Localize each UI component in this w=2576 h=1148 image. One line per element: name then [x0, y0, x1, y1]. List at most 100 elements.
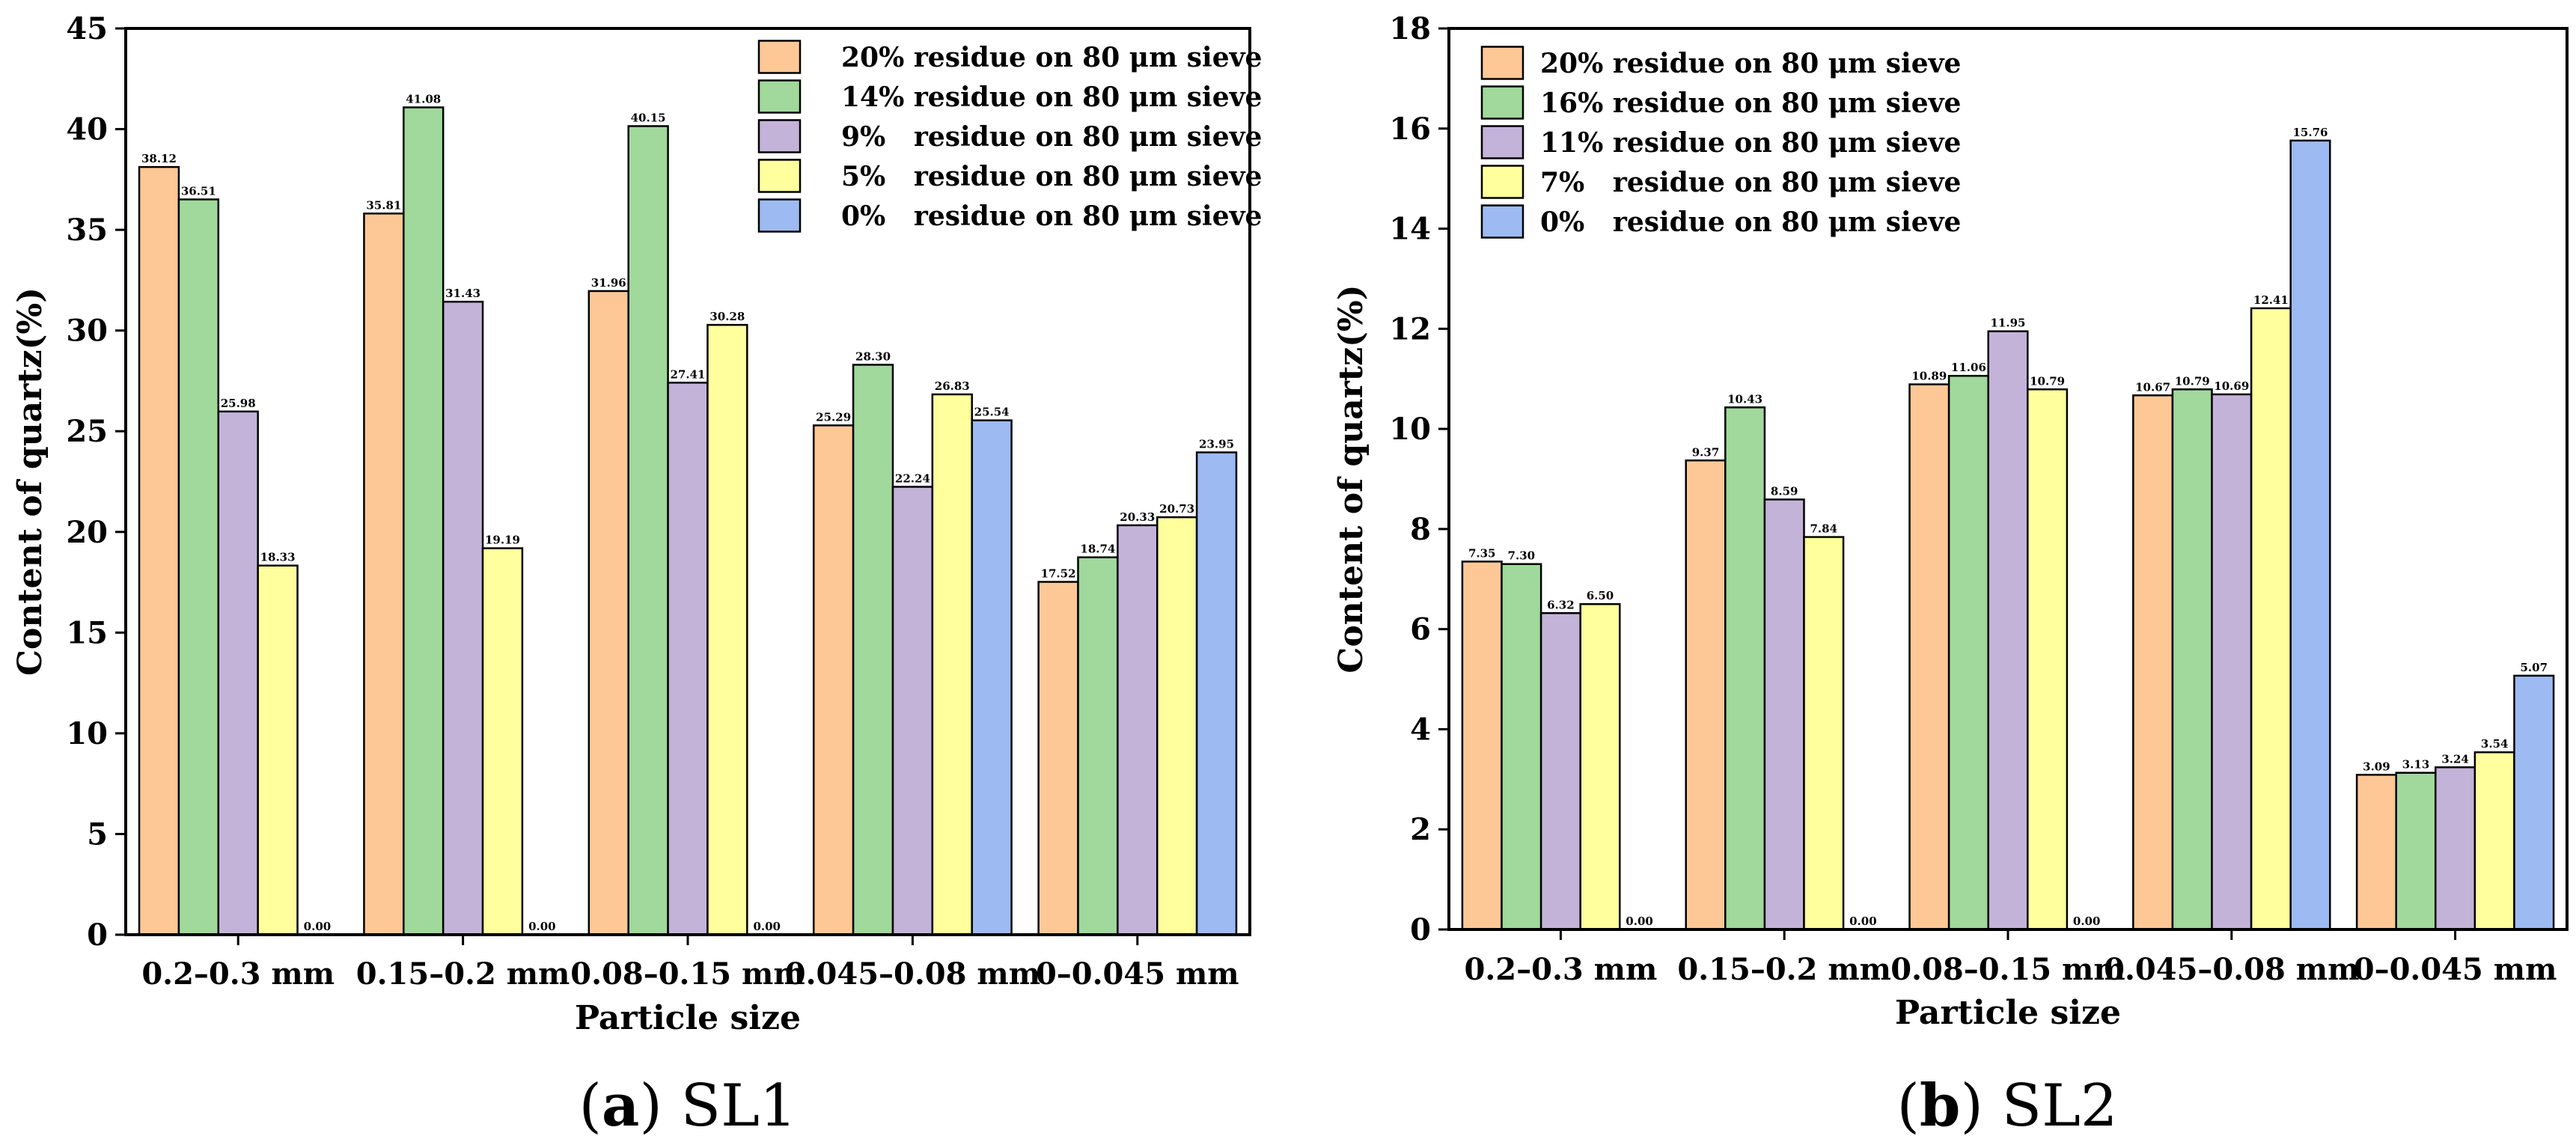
caption-open: ( [579, 1072, 601, 1140]
x-axis-title: Particle size [575, 999, 801, 1037]
legend-swatch [1480, 204, 1524, 239]
x-tick-label: 0.2–0.3 mm [141, 956, 335, 992]
chart-panel-a: 0 5 10 15 20 25 30 35 40 45 38.12 35.81 31.96 25.29 17… [11, 11, 1262, 1140]
data-label: 9.37 [1692, 445, 1720, 459]
data-label: 12.41 [2253, 293, 2289, 307]
bar [1579, 602, 1621, 931]
data-label: 10.79 [2175, 374, 2210, 388]
data-label: 31.43 [445, 287, 480, 300]
bar [1037, 581, 1079, 936]
y-tick-label: 8 [1410, 512, 1431, 547]
bar [2171, 388, 2213, 931]
y-tick-label: 12 [1389, 311, 1431, 346]
legend-swatch [1480, 165, 1524, 199]
data-label: 36.51 [181, 184, 216, 198]
bar [138, 165, 180, 936]
legend-swatch [757, 159, 802, 193]
y-tick-label: 6 [1410, 612, 1431, 647]
panel-caption: (b) SL2 [1896, 1072, 2117, 1140]
bar [1461, 561, 1503, 931]
data-label: 5.07 [2521, 661, 2548, 674]
bar [217, 410, 259, 936]
y-tick-label: 5 [87, 816, 108, 852]
y-tick-label: 20 [66, 515, 108, 550]
y-tick-label: 10 [1389, 412, 1431, 447]
plot-frame [1447, 27, 2569, 931]
bar [442, 300, 484, 936]
data-label: 17.52 [1041, 567, 1076, 581]
bar [2250, 307, 2292, 931]
bar [1685, 459, 1727, 931]
y-tick-label: 16 [1389, 112, 1431, 147]
data-label: 0.00 [304, 920, 332, 933]
data-label: 23.95 [1199, 437, 1234, 451]
bar [706, 323, 748, 936]
data-label: 40.15 [631, 112, 666, 125]
data-label: 8.59 [1771, 484, 1798, 498]
y-tick-label: 10 [66, 716, 108, 751]
y-tick-label: 40 [66, 112, 108, 147]
data-label: 0.00 [1849, 915, 1877, 928]
panel-caption: (a) SL1 [579, 1072, 796, 1140]
bar [1803, 536, 1845, 931]
legend-label: 20% residue on 80 μm sieve [841, 42, 1262, 73]
y-tick-label: 35 [66, 213, 108, 248]
data-label: 41.08 [406, 92, 441, 106]
data-label: 25.54 [974, 406, 1010, 419]
bar [403, 106, 445, 936]
y-tick-label: 25 [66, 414, 108, 449]
data-label: 0.00 [528, 920, 556, 933]
data-label: 18.74 [1080, 543, 1115, 556]
x-tick-label: 0.045–0.08 mm [2104, 952, 2359, 987]
data-label: 10.89 [1911, 370, 1947, 383]
data-label: 25.98 [221, 397, 256, 410]
legend-label: 0% residue on 80 μm sieve [1540, 207, 1961, 238]
data-label: 3.54 [2481, 737, 2509, 751]
y-tick-label: 2 [1410, 812, 1431, 847]
legend-swatch [1480, 85, 1524, 120]
x-tick-label: 0.15–0.2 mm [1677, 952, 1891, 987]
x-tick-label: 0.045–0.08 mm [785, 956, 1040, 992]
data-label: 0.00 [1626, 915, 1653, 928]
data-label: 35.81 [366, 198, 401, 212]
bar [2355, 774, 2397, 931]
y-axis-title: Content of quartz(%) [11, 287, 49, 676]
caption-name: ) SL1 [639, 1072, 796, 1140]
chart-panel-b: 0 2 4 6 8 10 12 14 16 18 7.35 9.37 10.89 10.67 3.09 7.3… [1332, 11, 2569, 1140]
data-label: 7.35 [1468, 546, 1496, 560]
caption-name: ) SL2 [1960, 1072, 2117, 1140]
bar [1195, 451, 1238, 936]
bar [1117, 524, 1159, 936]
legend-label: 0% residue on 80 μm sieve [841, 201, 1262, 232]
data-label: 38.12 [141, 152, 177, 165]
x-tick-label: 0–0.045 mm [1036, 956, 1239, 992]
caption-open: ( [1896, 1072, 1919, 1140]
bar [1724, 406, 1766, 931]
legend-label: 9% residue on 80 μm sieve [841, 121, 1262, 153]
y-tick-label: 4 [1410, 712, 1431, 747]
bar [2435, 766, 2476, 931]
y-tick-label: 15 [66, 615, 108, 650]
data-label: 20.73 [1159, 502, 1194, 516]
legend-label: 16% residue on 80 μm sieve [1540, 88, 1961, 119]
bar [1947, 374, 1989, 931]
data-label: 10.69 [2214, 379, 2249, 393]
legend-swatch [757, 79, 802, 114]
bar [931, 393, 973, 936]
bar [852, 364, 894, 936]
x-tick-label: 0.15–0.2 mm [356, 956, 570, 992]
data-label: 3.13 [2402, 758, 2430, 772]
data-label: 15.76 [2292, 126, 2328, 139]
bar [177, 198, 220, 936]
data-label: 20.33 [1120, 510, 1155, 524]
bar [2132, 394, 2174, 931]
data-label: 0.00 [753, 920, 781, 933]
data-label: 19.19 [485, 534, 520, 547]
bar [2395, 772, 2437, 931]
y-tick-label: 0 [87, 918, 108, 953]
x-tick-label: 0–0.045 mm [2354, 952, 2557, 987]
data-label: 6.50 [1587, 589, 1614, 602]
y-axis-title: Content of quartz(%) [1332, 284, 1370, 673]
legend-label: 20% residue on 80 μm sieve [1540, 48, 1961, 79]
